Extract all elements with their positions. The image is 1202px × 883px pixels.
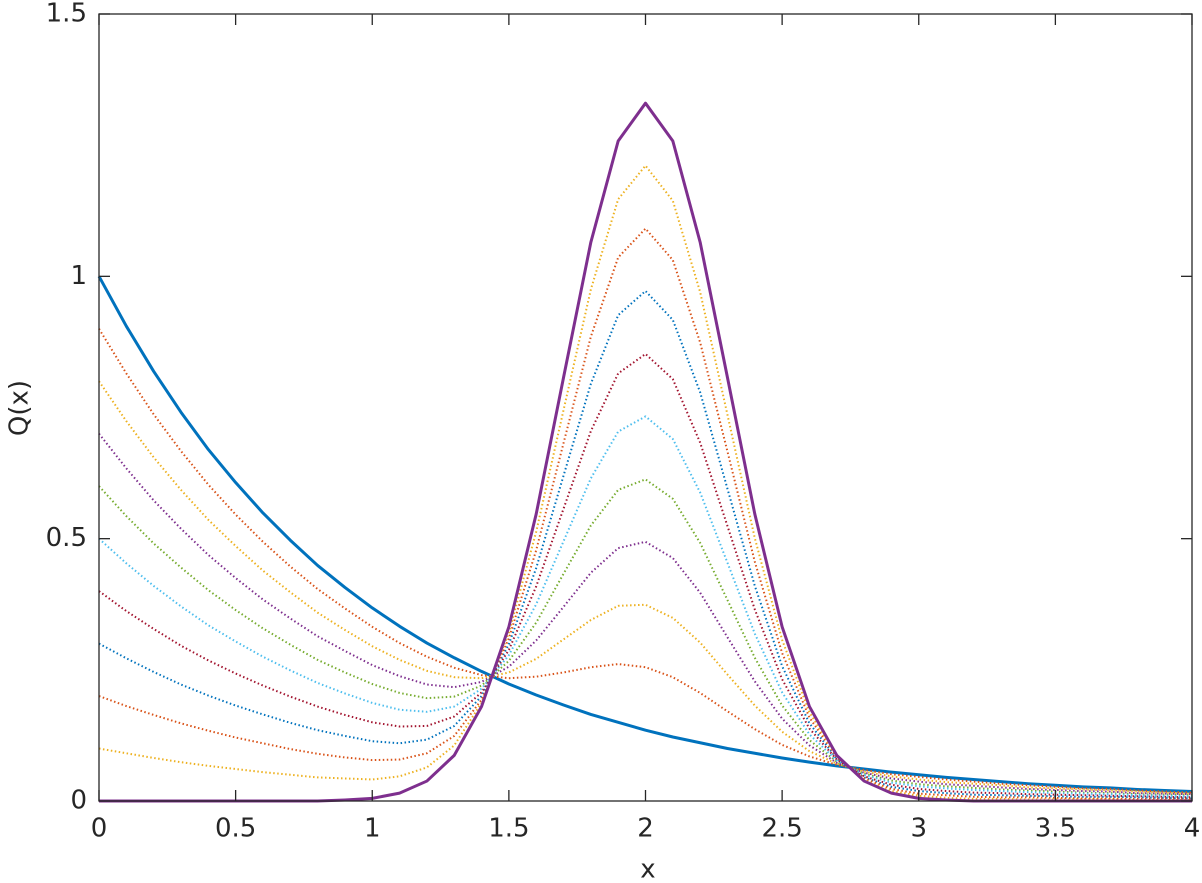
x-tick-label: 2.5 [761,814,802,844]
y-tick-label: 1 [70,261,87,291]
dotted-line [98,227,1192,800]
dotted-line [98,290,1193,800]
dotted-line [98,478,1193,797]
solid-line [99,101,1192,803]
x-tick-label: 0 [91,814,108,844]
x-tick-label: 1.5 [488,814,529,844]
dotted-line [98,352,1193,799]
x-tick-label: 4 [1184,814,1201,844]
x-tick-label: 0.5 [215,814,256,844]
x-tick-label: 3.5 [1035,814,1076,844]
y-tick-label: 1.5 [46,0,87,29]
y-axis-label: Q(x) [5,380,35,436]
dotted-line [98,164,1192,801]
dotted-line [98,328,1193,794]
x-tick-label: 1 [364,814,381,844]
x-tick-label: 3 [910,814,927,844]
y-tick-label: 0 [70,786,87,816]
x-axis-label: x [640,855,655,883]
plot-box [98,13,1193,802]
y-tick-label: 0.5 [46,523,87,553]
dotted-line [98,380,1193,795]
solid-line [97,275,1193,794]
dotted-line [98,415,1193,798]
x-tick-label: 2 [637,814,654,844]
dotted-line [98,433,1193,796]
